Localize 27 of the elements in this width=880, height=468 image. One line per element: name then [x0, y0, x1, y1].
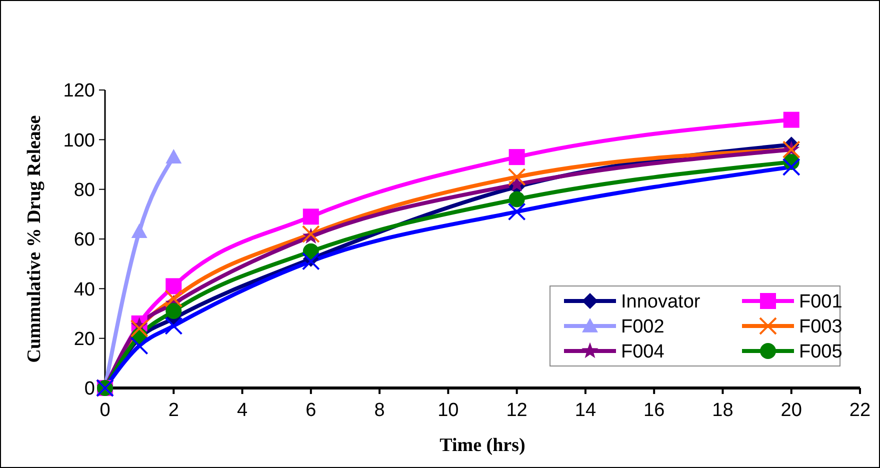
legend-label: F002	[621, 316, 664, 338]
x-tick-label: 14	[574, 400, 596, 421]
y-tick-label: 20	[74, 328, 95, 350]
y-tick-label: 80	[74, 180, 95, 201]
y-tick-label: 120	[63, 80, 95, 102]
legend-label: F003	[799, 316, 842, 338]
x-axis-title: Time (hrs)	[440, 435, 526, 456]
x-tick-label: 22	[849, 400, 871, 421]
y-tick-label: 60	[74, 230, 95, 251]
x-tick-label: 16	[644, 400, 665, 421]
legend-label: Innovator	[621, 292, 701, 313]
legend-label: F004	[621, 342, 665, 363]
y-tick-label: 100	[63, 130, 95, 152]
x-tick-label: 10	[438, 400, 459, 421]
x-tick-label: 18	[712, 400, 734, 421]
legend-label: F001	[799, 292, 842, 313]
y-tick-label: 0	[84, 378, 95, 400]
x-tick-label: 8	[374, 400, 385, 421]
x-tick-label: 6	[306, 400, 316, 421]
x-tick-label: 20	[780, 400, 802, 421]
legend-label: F005	[799, 342, 842, 363]
y-tick-label: 40	[74, 279, 95, 300]
x-tick-label: 4	[236, 400, 248, 421]
y-axis-title: Cummulative % Drug Release	[24, 115, 45, 363]
x-tick-label: 2	[168, 400, 179, 421]
x-tick-label: 12	[506, 400, 528, 421]
x-tick-label: 0	[100, 400, 110, 421]
